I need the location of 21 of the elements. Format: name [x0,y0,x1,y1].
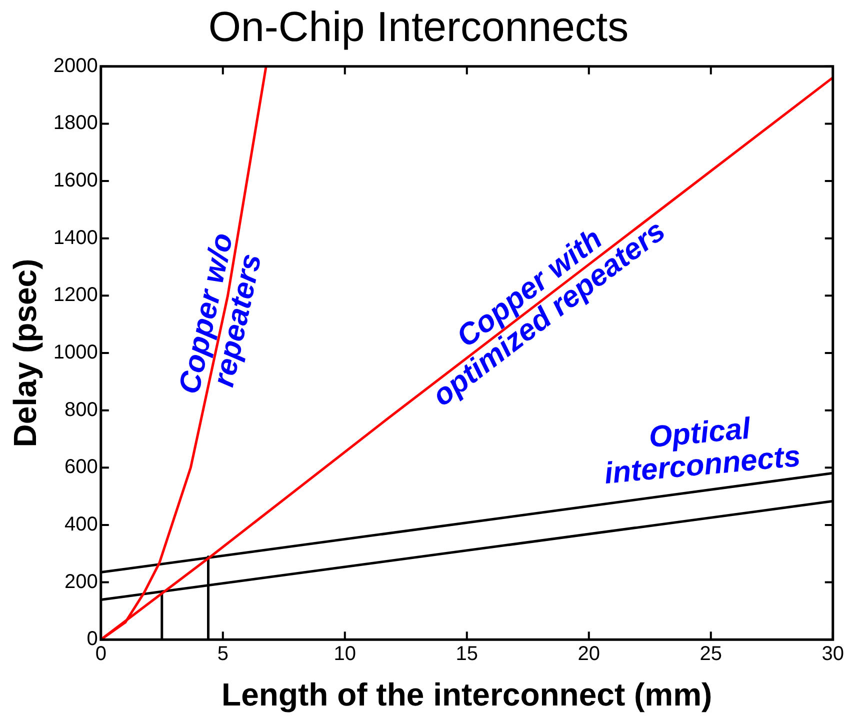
y-tick-label: 400 [64,513,98,536]
x-tick-label: 20 [578,643,600,666]
y-tick-label: 1400 [53,226,98,249]
y-tick-label: 2000 [53,54,98,77]
text: Copper w/o repeaters [172,230,268,397]
y-tick-label: 600 [64,456,98,478]
annotation: Optical interconnects [603,412,802,490]
x-tick-label: 25 [700,643,722,666]
x-tick-label: 30 [822,643,844,666]
chart-title: On-Chip Interconnects [208,2,629,50]
y-axis-title: Delay (psec) [7,258,44,448]
y-tick-label: 1200 [53,284,98,306]
x-tick-label: 5 [217,643,228,666]
y-tick-label: 1800 [53,112,98,134]
x-tick-label: 10 [334,643,356,666]
y-tick-label: 800 [64,398,98,421]
x-axis-title: Length of the interconnect (mm) [222,676,712,713]
y-tick-label: 1000 [53,342,98,364]
y-tick-label: 200 [64,570,98,593]
x-tick-label: 15 [456,643,478,666]
y-tick-label: 1600 [53,170,98,192]
